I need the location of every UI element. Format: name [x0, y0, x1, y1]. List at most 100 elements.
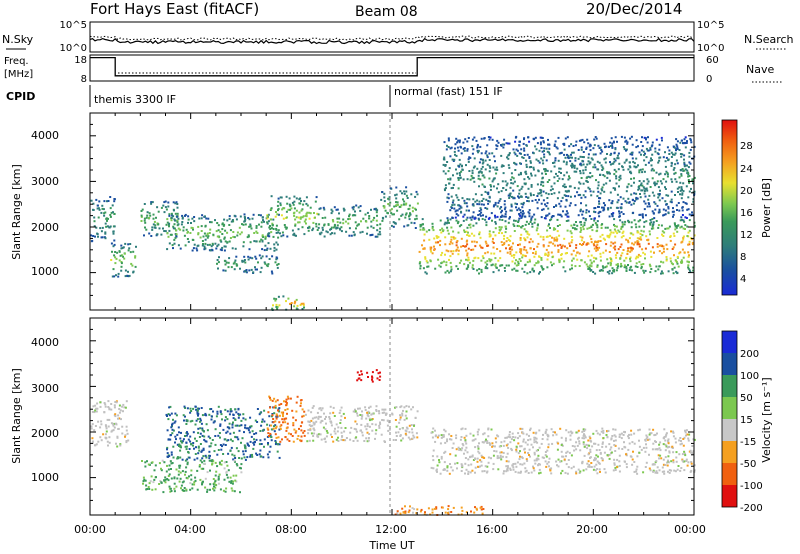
velocity-echo-6 — [465, 446, 468, 449]
velocity-echo-6 — [504, 436, 507, 439]
power-echo-8 — [602, 251, 605, 254]
power-echo-9 — [483, 176, 486, 179]
velocity-echo-1 — [249, 455, 252, 458]
power-echo-9 — [515, 163, 518, 166]
velocity-echo-6 — [614, 439, 617, 442]
power-echo-8 — [616, 251, 619, 254]
velocity-echo-3 — [285, 398, 288, 401]
velocity-echo-5 — [376, 377, 379, 380]
power-echo-8 — [529, 221, 532, 223]
power-echo-9 — [548, 143, 551, 146]
velocity-echo-0 — [90, 425, 93, 428]
power-echo-8 — [520, 226, 523, 229]
power-echo-9 — [591, 158, 594, 161]
power-echo-8 — [660, 260, 662, 263]
power-echo-9 — [528, 215, 531, 218]
power-echo-9 — [456, 146, 459, 149]
power-echo-9 — [462, 141, 465, 144]
power-echo-0 — [106, 200, 108, 203]
velocity-echo-4 — [308, 424, 311, 427]
power-echo-8 — [638, 237, 641, 240]
power-echo-1 — [124, 242, 127, 245]
power-echo-8 — [619, 265, 622, 268]
velocity-echo-6 — [495, 450, 498, 453]
power-echo-9 — [461, 197, 464, 200]
power-echo-4 — [227, 261, 230, 264]
power-echo-8 — [580, 244, 583, 246]
power-echo-4 — [265, 255, 268, 258]
power-echo-9 — [692, 182, 694, 185]
velocity-echo-0 — [104, 436, 107, 439]
velocity-echo-4 — [369, 405, 372, 408]
power-echo-1 — [131, 264, 134, 267]
power-echo-3 — [248, 225, 251, 228]
power-echo-9 — [536, 207, 539, 210]
velocity-echo-6 — [635, 470, 638, 473]
power-echo-5 — [277, 209, 279, 212]
power-echo-9 — [477, 174, 480, 177]
power-echo-9 — [564, 205, 567, 208]
velocity-echo-1 — [199, 417, 202, 420]
velocity-echo-6 — [517, 442, 520, 445]
velocity-echo-1 — [204, 454, 207, 457]
velocity-echo-1 — [234, 408, 237, 411]
velocity-echo-4 — [316, 435, 319, 438]
power-echo-9 — [588, 162, 591, 165]
velocity-echo-2 — [144, 479, 147, 482]
velocity-echo-1 — [251, 453, 253, 456]
power-echo-9 — [672, 215, 674, 218]
power-echo-5 — [293, 195, 296, 198]
velocity-echo-2 — [218, 473, 221, 476]
power-echo-8 — [466, 252, 469, 255]
power-echo-8 — [499, 228, 502, 231]
power-echo-8 — [657, 226, 660, 229]
velocity-echo-1 — [243, 456, 246, 459]
power-echo-9 — [518, 140, 521, 143]
power-echo-8 — [445, 261, 448, 264]
power-echo-3 — [251, 217, 254, 220]
velocity-echo-2 — [214, 483, 217, 486]
power-echo-8 — [682, 256, 685, 259]
velocity-echo-4 — [329, 405, 332, 408]
velocity-echo-1 — [179, 437, 182, 440]
power-echo-9 — [584, 190, 587, 193]
power-echo-9 — [541, 176, 544, 179]
power-echo-0 — [95, 226, 98, 229]
power-echo-9 — [489, 188, 492, 191]
power-echo-8 — [542, 244, 545, 247]
power-echo-9 — [564, 156, 567, 159]
velocity-echo-4 — [395, 439, 397, 441]
velocity-echo-6 — [449, 438, 451, 441]
power-echo-9 — [594, 166, 597, 169]
power-echo-2 — [168, 225, 170, 228]
power-echo-9 — [539, 136, 542, 139]
power-echo-9 — [661, 197, 664, 200]
power-echo-9 — [519, 211, 522, 214]
power-echo-6 — [352, 205, 355, 208]
power-echo-3 — [261, 234, 264, 237]
velocity-echo-1 — [202, 447, 205, 450]
power-echo-0 — [99, 227, 102, 230]
power-echo-9 — [599, 174, 601, 176]
velocity-echo-6 — [512, 466, 515, 469]
velocity-echo-2 — [234, 479, 237, 482]
velocity-echo-1 — [229, 408, 232, 411]
velocity-echo-6 — [511, 464, 514, 467]
velocity-echo-1 — [211, 439, 214, 441]
power-echo-9 — [588, 215, 591, 218]
power-echo-9 — [604, 157, 607, 160]
velocity-echo-2 — [231, 482, 234, 485]
power-echo-9 — [563, 143, 566, 146]
velocity-echo-6 — [510, 438, 513, 441]
velocity-echo-4 — [324, 437, 326, 440]
power-echo-8 — [511, 268, 514, 271]
power-echo-9 — [597, 181, 600, 184]
velocity-echo-6 — [668, 471, 671, 474]
velocity-echo-6 — [573, 449, 576, 452]
velocity-echo-4 — [401, 437, 404, 440]
velocity-echo-6 — [446, 440, 448, 443]
power-echo-8 — [650, 268, 653, 270]
power-echo-9 — [521, 206, 524, 209]
power-echo-7 — [416, 193, 419, 196]
power-echo-7 — [384, 215, 387, 218]
